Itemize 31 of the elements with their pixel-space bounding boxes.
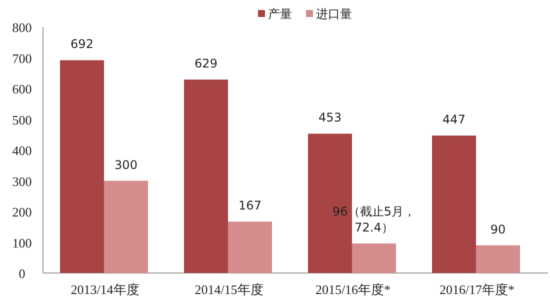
data-label: 96（截止5月，72.4） bbox=[332, 204, 416, 234]
data-label: 90 bbox=[490, 222, 506, 236]
y-tick-label: 600 bbox=[12, 82, 32, 96]
y-tick-label: 400 bbox=[12, 143, 32, 158]
bar bbox=[228, 222, 272, 273]
data-label: 167 bbox=[238, 198, 262, 213]
x-tick-label: 2014/15年度 bbox=[194, 282, 264, 297]
bar bbox=[432, 136, 476, 273]
bar bbox=[352, 243, 396, 273]
x-tick-label: 2013/14年度 bbox=[70, 282, 140, 297]
bar bbox=[308, 134, 352, 273]
data-label: 629 bbox=[194, 56, 218, 71]
y-tick-label: 0 bbox=[18, 266, 26, 281]
legend-label: 产量 bbox=[268, 7, 292, 21]
data-label: 300 bbox=[114, 158, 138, 172]
y-tick-label: 100 bbox=[12, 235, 32, 250]
x-tick-label: 2015/16年度* bbox=[315, 282, 391, 297]
bar bbox=[60, 60, 104, 273]
bar bbox=[184, 80, 228, 273]
y-tick-label: 500 bbox=[12, 112, 32, 128]
data-label: 453 bbox=[318, 110, 342, 125]
x-tick-label: 2016/17年度* bbox=[439, 282, 515, 297]
data-label: 447 bbox=[442, 112, 466, 127]
legend-label: 进口量 bbox=[316, 7, 352, 21]
y-tick-label: 800 bbox=[12, 20, 32, 35]
y-tick-label: 200 bbox=[12, 204, 32, 220]
y-tick-label: 300 bbox=[12, 174, 32, 189]
bar bbox=[476, 245, 520, 273]
bar bbox=[104, 180, 148, 273]
y-tick-label: 700 bbox=[12, 50, 32, 66]
data-label: 692 bbox=[70, 37, 94, 52]
